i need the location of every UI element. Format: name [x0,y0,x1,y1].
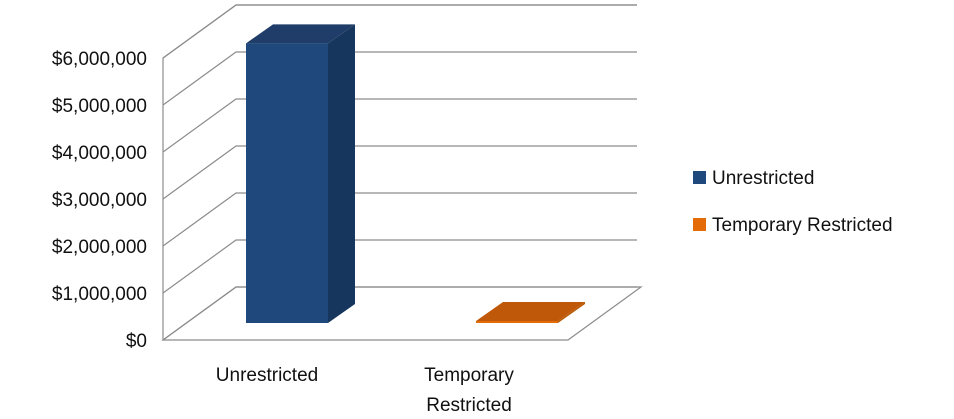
gridline [162,4,637,59]
gridlines [162,4,637,341]
y-tick-label: $2,000,000 [52,237,147,258]
gridline [162,51,637,106]
x-category-label: Restricted [426,395,512,416]
bar-top [476,302,585,321]
chart-walls [161,4,643,341]
bar-unrestricted [246,24,355,323]
x-axis-category-labels: Unrestricted Temporary Restricted [216,365,515,416]
y-tick-label: $6,000,000 [52,49,147,70]
bar-side [328,24,355,323]
gridline [162,145,637,200]
y-tick-label: $3,000,000 [52,190,147,211]
x-category-label: Unrestricted [216,365,318,386]
bar-front [476,321,558,323]
gridline [162,98,637,153]
gridline [162,239,637,294]
legend-label: Unrestricted [712,168,814,189]
y-tick-label: $0 [126,331,147,352]
legend-label: Temporary Restricted [712,215,893,236]
legend-swatch [693,171,706,184]
gridline [162,192,637,247]
y-tick-label: $1,000,000 [52,284,147,305]
y-axis-tick-labels: $0 $1,000,000 $2,000,000 $3,000,000 $4,000,0… [52,49,147,352]
bar-temporary-restricted [476,302,585,323]
legend-item: Temporary Restricted [693,215,893,236]
x-category-label: Temporary [424,365,514,386]
gridline [162,286,637,341]
bar-top [246,24,355,44]
legend-swatch [693,218,706,231]
legend: Unrestricted Temporary Restricted [693,168,893,236]
y-tick-label: $4,000,000 [52,143,147,164]
bar-side [558,302,585,323]
bar-front [246,43,328,323]
y-tick-label: $5,000,000 [52,96,147,117]
bars [246,24,585,323]
legend-item: Unrestricted [693,168,814,189]
